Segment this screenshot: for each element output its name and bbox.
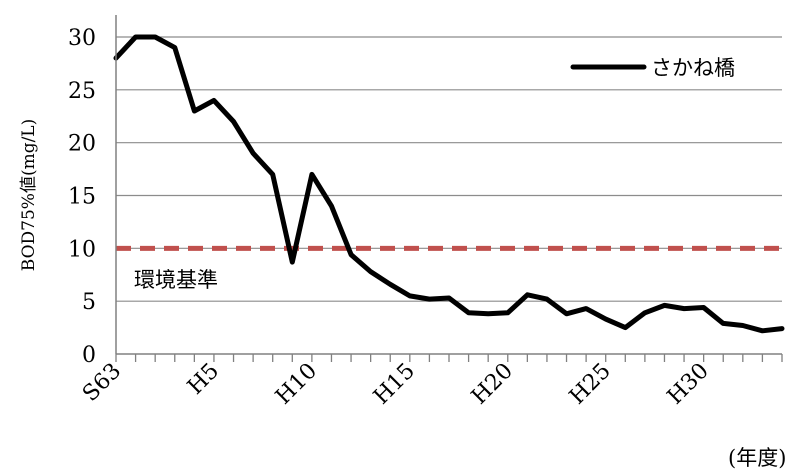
data-point xyxy=(644,311,646,314)
y-tick-label: 20 xyxy=(68,132,96,157)
data-point xyxy=(350,253,352,256)
data-point xyxy=(193,110,196,112)
data-point xyxy=(506,311,509,314)
data-point xyxy=(663,304,666,307)
data-point xyxy=(330,205,333,207)
y-tick-labels: 0 5 10 15 20 25 30 xyxy=(68,26,96,368)
data-point xyxy=(683,307,685,310)
y-tick-label: 5 xyxy=(82,290,96,315)
data-point xyxy=(389,283,392,286)
data-point xyxy=(291,261,294,263)
data-point xyxy=(409,295,411,297)
data-point xyxy=(761,329,764,332)
y-tick-label: 25 xyxy=(68,79,96,104)
x-axis-unit-label: (年度) xyxy=(728,446,786,470)
data-point xyxy=(369,270,372,273)
data-point xyxy=(154,36,156,38)
data-point xyxy=(467,311,470,314)
x-tick-label: H25 xyxy=(565,359,616,410)
data-point xyxy=(311,173,313,176)
data-point xyxy=(526,294,529,296)
y-tick-label: 15 xyxy=(68,185,96,210)
data-point xyxy=(252,152,254,155)
x-tick-label: H5 xyxy=(183,359,224,400)
y-tick-label: 10 xyxy=(68,237,96,262)
legend-entry-label: さかね橋 xyxy=(651,56,735,80)
data-point xyxy=(546,298,548,300)
data-point xyxy=(448,297,450,299)
data-point xyxy=(565,313,568,315)
data-point xyxy=(585,307,587,310)
x-tick-label: H15 xyxy=(369,359,420,410)
data-point xyxy=(722,322,725,325)
series-group xyxy=(113,34,785,334)
data-point xyxy=(173,46,176,49)
data-point xyxy=(271,173,274,176)
legend: さかね橋 xyxy=(570,56,735,80)
y-axis-label: BOD75%値(mg/L) xyxy=(19,119,39,271)
x-tick-label: H30 xyxy=(663,359,714,410)
x-tick-label: H10 xyxy=(271,359,322,410)
reference-line-label: 環境基準 xyxy=(134,268,218,292)
data-point xyxy=(213,99,215,102)
data-point xyxy=(487,313,489,315)
x-tick-label: H20 xyxy=(467,359,518,410)
axes xyxy=(115,15,783,362)
data-point xyxy=(702,306,705,309)
y-tick-label: 30 xyxy=(68,26,96,51)
y-tick-label: 0 xyxy=(82,343,96,368)
x-tick-labels: S63 H5 H10 H15 H20 H25 H30 xyxy=(78,359,714,410)
data-point xyxy=(232,120,235,123)
data-point xyxy=(428,298,431,300)
data-point xyxy=(781,327,783,330)
data-point xyxy=(604,318,607,320)
data-point xyxy=(134,36,137,38)
data-point xyxy=(742,324,744,327)
data-point xyxy=(624,326,627,329)
